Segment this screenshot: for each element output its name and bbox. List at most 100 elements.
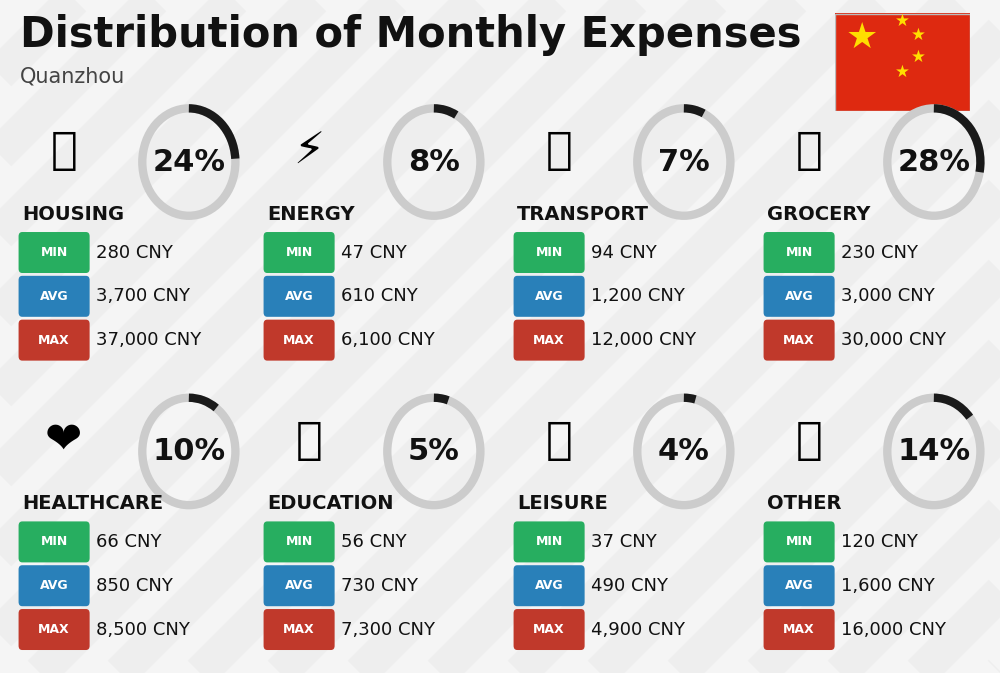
FancyBboxPatch shape: [764, 609, 835, 650]
FancyBboxPatch shape: [19, 609, 90, 650]
Text: HOUSING: HOUSING: [22, 205, 124, 224]
Text: 94 CNY: 94 CNY: [591, 244, 656, 262]
Text: 280 CNY: 280 CNY: [96, 244, 173, 262]
FancyBboxPatch shape: [835, 13, 970, 111]
FancyBboxPatch shape: [264, 522, 335, 563]
Text: 12,000 CNY: 12,000 CNY: [591, 331, 696, 349]
Text: ❤️: ❤️: [45, 419, 83, 462]
Text: MAX: MAX: [533, 334, 565, 347]
Text: 850 CNY: 850 CNY: [96, 577, 173, 595]
Text: 🛍️: 🛍️: [546, 419, 572, 462]
Text: 1,600 CNY: 1,600 CNY: [841, 577, 934, 595]
Text: MIN: MIN: [40, 536, 68, 548]
Text: 10%: 10%: [152, 437, 225, 466]
Text: MIN: MIN: [535, 246, 563, 259]
Text: MAX: MAX: [38, 334, 70, 347]
Text: 730 CNY: 730 CNY: [341, 577, 418, 595]
Text: ⚡: ⚡: [293, 129, 325, 172]
Text: 7%: 7%: [658, 147, 710, 176]
Text: ★: ★: [895, 12, 910, 30]
FancyBboxPatch shape: [514, 276, 585, 317]
Text: 6,100 CNY: 6,100 CNY: [341, 331, 434, 349]
Text: AVG: AVG: [285, 290, 313, 303]
Text: MIN: MIN: [535, 536, 563, 548]
Text: 4%: 4%: [658, 437, 710, 466]
Text: 8,500 CNY: 8,500 CNY: [96, 621, 190, 639]
Text: ENERGY: ENERGY: [267, 205, 355, 224]
Text: 47 CNY: 47 CNY: [341, 244, 406, 262]
Text: MAX: MAX: [783, 334, 815, 347]
Text: MAX: MAX: [533, 623, 565, 636]
FancyBboxPatch shape: [19, 232, 90, 273]
Text: HEALTHCARE: HEALTHCARE: [22, 494, 163, 513]
Text: 14%: 14%: [897, 437, 970, 466]
Text: 🎓: 🎓: [296, 419, 322, 462]
Text: 120 CNY: 120 CNY: [841, 533, 918, 551]
Text: 24%: 24%: [152, 147, 225, 176]
Text: OTHER: OTHER: [767, 494, 842, 513]
FancyBboxPatch shape: [264, 276, 335, 317]
Text: LEISURE: LEISURE: [517, 494, 608, 513]
Text: MIN: MIN: [285, 246, 313, 259]
Text: AVG: AVG: [535, 290, 563, 303]
FancyBboxPatch shape: [514, 232, 585, 273]
Text: AVG: AVG: [285, 579, 313, 592]
FancyBboxPatch shape: [514, 565, 585, 606]
Text: TRANSPORT: TRANSPORT: [517, 205, 649, 224]
FancyBboxPatch shape: [514, 522, 585, 563]
FancyBboxPatch shape: [764, 232, 835, 273]
Text: 🛒: 🛒: [796, 129, 822, 172]
Text: ★: ★: [846, 21, 878, 55]
FancyBboxPatch shape: [514, 609, 585, 650]
Text: 3,700 CNY: 3,700 CNY: [96, 287, 190, 306]
Text: AVG: AVG: [785, 579, 813, 592]
Text: GROCERY: GROCERY: [767, 205, 871, 224]
FancyBboxPatch shape: [764, 565, 835, 606]
Text: 1,200 CNY: 1,200 CNY: [591, 287, 685, 306]
Text: MIN: MIN: [285, 536, 313, 548]
Text: 56 CNY: 56 CNY: [341, 533, 406, 551]
Text: 7,300 CNY: 7,300 CNY: [341, 621, 435, 639]
FancyBboxPatch shape: [19, 276, 90, 317]
Text: AVG: AVG: [785, 290, 813, 303]
Text: MAX: MAX: [283, 623, 315, 636]
FancyBboxPatch shape: [764, 276, 835, 317]
Text: 28%: 28%: [897, 147, 970, 176]
Text: ★: ★: [895, 63, 910, 81]
Text: ★: ★: [911, 48, 926, 67]
FancyBboxPatch shape: [264, 609, 335, 650]
Text: 66 CNY: 66 CNY: [96, 533, 161, 551]
Text: MIN: MIN: [785, 536, 813, 548]
Text: 3,000 CNY: 3,000 CNY: [841, 287, 934, 306]
Text: ★: ★: [911, 26, 926, 44]
Text: MAX: MAX: [283, 334, 315, 347]
Text: 610 CNY: 610 CNY: [341, 287, 418, 306]
FancyBboxPatch shape: [19, 522, 90, 563]
Text: AVG: AVG: [40, 290, 68, 303]
Text: 5%: 5%: [408, 437, 460, 466]
Text: 💼: 💼: [796, 419, 822, 462]
Text: 16,000 CNY: 16,000 CNY: [841, 621, 946, 639]
Text: MIN: MIN: [40, 246, 68, 259]
FancyBboxPatch shape: [764, 522, 835, 563]
Text: AVG: AVG: [40, 579, 68, 592]
Text: MIN: MIN: [785, 246, 813, 259]
Text: 8%: 8%: [408, 147, 460, 176]
Text: 230 CNY: 230 CNY: [841, 244, 918, 262]
Text: 37 CNY: 37 CNY: [591, 533, 656, 551]
Text: 30,000 CNY: 30,000 CNY: [841, 331, 946, 349]
Text: AVG: AVG: [535, 579, 563, 592]
Text: MAX: MAX: [38, 623, 70, 636]
FancyBboxPatch shape: [264, 232, 335, 273]
Text: MAX: MAX: [783, 623, 815, 636]
Text: 🏗: 🏗: [51, 129, 77, 172]
FancyBboxPatch shape: [514, 320, 585, 361]
FancyBboxPatch shape: [19, 320, 90, 361]
Text: 🚌: 🚌: [546, 129, 572, 172]
Text: 37,000 CNY: 37,000 CNY: [96, 331, 201, 349]
FancyBboxPatch shape: [764, 320, 835, 361]
Text: 4,900 CNY: 4,900 CNY: [591, 621, 685, 639]
Text: Quanzhou: Quanzhou: [20, 67, 125, 87]
FancyBboxPatch shape: [19, 565, 90, 606]
Text: EDUCATION: EDUCATION: [267, 494, 394, 513]
